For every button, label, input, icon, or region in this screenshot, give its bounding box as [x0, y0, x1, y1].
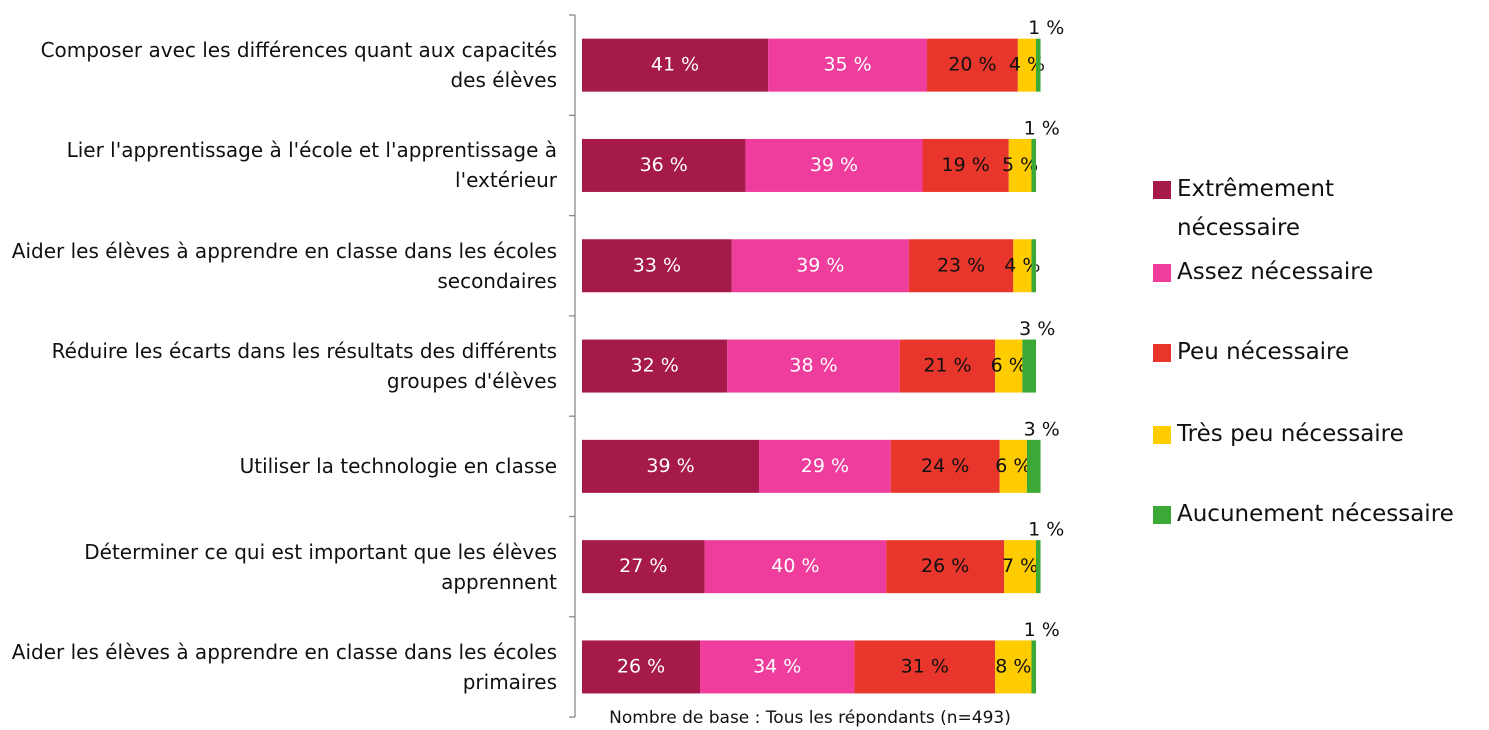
bar-segment [704, 540, 887, 594]
data-label: 6 % [995, 455, 1031, 477]
bar-segment [1008, 138, 1032, 192]
data-label: 26 % [617, 655, 665, 677]
data-label: 8 % [995, 655, 1031, 677]
legend-label: Assez nécessaire [1177, 259, 1374, 285]
bar-segment [1017, 38, 1036, 92]
data-label: 3 % [1024, 418, 1060, 440]
legend-swatch [1153, 344, 1171, 362]
data-label: 1 % [1024, 619, 1060, 641]
bar-segment [731, 239, 909, 293]
bar-segment [1004, 540, 1036, 594]
data-label: 1 % [1024, 117, 1060, 139]
data-label: 39 % [810, 154, 858, 176]
bar-segment [582, 138, 746, 192]
data-label: 29 % [801, 455, 849, 477]
category-label: Aider les élèves à apprendre en classe d… [11, 639, 557, 694]
legend-label: Extrêmement nécessaire [1177, 176, 1334, 241]
bar-segment [768, 38, 928, 92]
category-label: Lier l'apprentissage à l'école et l'appr… [66, 138, 557, 193]
footnote: Nombre de base : Tous les répondants (n=… [609, 708, 1011, 728]
data-label: 39 % [796, 254, 844, 276]
data-label: 33 % [633, 254, 681, 276]
bar-segment [908, 239, 1014, 293]
bar-segment [886, 540, 1005, 594]
data-label: 41 % [651, 54, 699, 76]
category-label: Composer avec les différences quant aux … [40, 38, 557, 93]
data-label: 3 % [1019, 318, 1055, 340]
bar-segment [582, 540, 705, 594]
bar-segment [759, 439, 891, 493]
legend-swatch [1153, 181, 1171, 199]
bar-segment [922, 138, 1009, 192]
legend-label: Peu nécessaire [1177, 339, 1350, 365]
data-label: 26 % [921, 555, 969, 577]
data-label: 1 % [1028, 17, 1064, 39]
data-label: 36 % [640, 154, 688, 176]
data-label: 1 % [1028, 519, 1064, 541]
bar-segment [582, 38, 769, 92]
bar-segment [745, 138, 923, 192]
data-label: 21 % [923, 355, 971, 377]
category-label: Utiliser la technologie en classe [239, 454, 557, 479]
bar-segment [995, 640, 1032, 694]
data-label: 19 % [941, 154, 989, 176]
category-label: Réduire les écarts dans les résultats de… [51, 339, 557, 394]
data-label: 39 % [646, 455, 694, 477]
data-label: 4 % [1004, 254, 1040, 276]
data-label: 34 % [753, 655, 801, 677]
bar-segment [999, 439, 1027, 493]
legend-swatch [1153, 426, 1171, 444]
legend-swatch [1153, 264, 1171, 282]
bar-segment [700, 640, 855, 694]
bar-segment [582, 640, 701, 694]
data-label: 40 % [771, 555, 819, 577]
bar-segment [995, 339, 1023, 393]
legend-label: Aucunement nécessaire [1177, 501, 1454, 527]
data-label: 31 % [901, 655, 949, 677]
category-label: Déterminer ce qui est important que les … [84, 539, 557, 594]
data-label: 23 % [937, 254, 985, 276]
bar-segment [1031, 640, 1036, 694]
bar-segment [1031, 138, 1036, 192]
data-label: 38 % [789, 355, 837, 377]
bar-segment [1036, 38, 1041, 92]
bar-segment [1031, 239, 1036, 293]
bar-segment [854, 640, 996, 694]
bar-segment [1026, 439, 1041, 493]
bar-segment [927, 38, 1018, 92]
bar-segment [582, 239, 732, 293]
data-label: 20 % [948, 54, 996, 76]
bar-segment [899, 339, 996, 393]
bar-segment [1013, 239, 1032, 293]
category-label: Aider les élèves à apprendre en classe d… [11, 238, 557, 293]
data-label: 27 % [619, 555, 667, 577]
bar-segment [582, 439, 760, 493]
data-label: 35 % [823, 54, 871, 76]
data-label: 7 % [1002, 555, 1038, 577]
data-label: 5 % [1002, 154, 1038, 176]
data-label: 24 % [921, 455, 969, 477]
data-label: 4 % [1009, 54, 1045, 76]
data-label: 32 % [630, 355, 678, 377]
bar-segment [1036, 540, 1041, 594]
bar-segment [582, 339, 728, 393]
legend-swatch [1153, 506, 1171, 524]
bar-segment [890, 439, 1000, 493]
bar-segment [1022, 339, 1036, 393]
legend-label: Très peu nécessaire [1177, 421, 1404, 447]
data-label: 6 % [991, 355, 1027, 377]
bar-segment [727, 339, 900, 393]
